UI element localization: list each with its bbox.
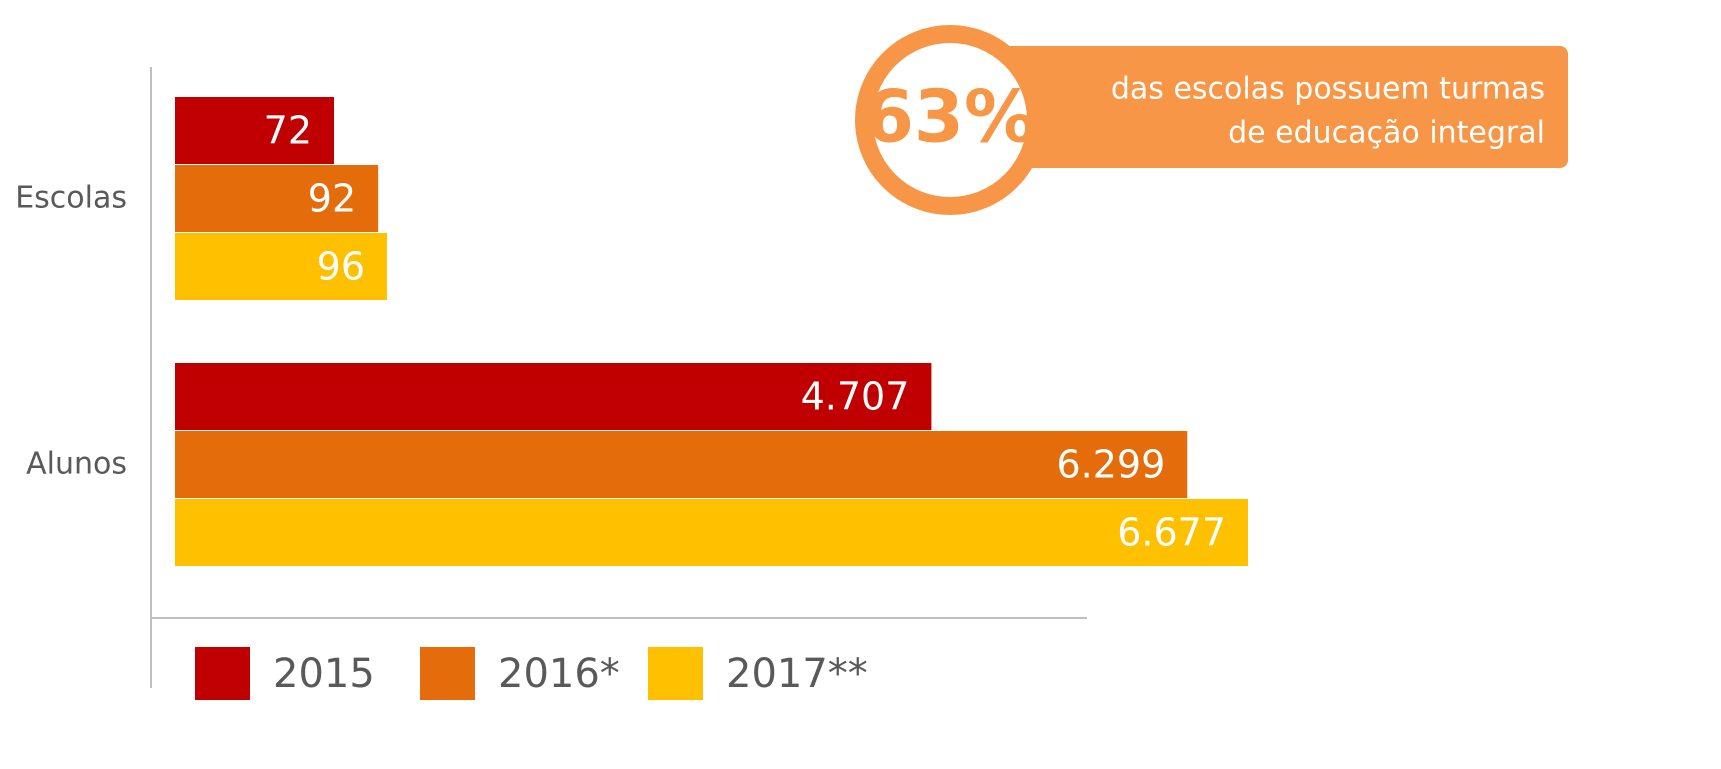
legend-label: 2015 [273, 651, 375, 697]
legend-label: 2016* [498, 651, 620, 697]
bar [175, 363, 932, 430]
value-label: 72 [264, 109, 312, 153]
category-label: Escolas [15, 181, 127, 216]
callout-text: de educação integral [1228, 116, 1545, 151]
legend-swatch [195, 647, 250, 700]
value-label: 4.707 [801, 375, 910, 419]
callout-value: 63% [864, 75, 1036, 159]
value-label: 6.299 [1056, 443, 1165, 487]
bar [175, 97, 334, 164]
legend-swatch [648, 647, 703, 700]
value-label: 6.677 [1117, 511, 1226, 555]
callout: 63% das escolas possuem turmas de educaç… [855, 25, 1568, 215]
value-label: 92 [308, 177, 356, 221]
bar [175, 431, 1188, 498]
callout-box [990, 46, 1568, 168]
bar [175, 165, 379, 232]
legend-swatch [420, 647, 475, 700]
category-label: Alunos [26, 447, 127, 482]
callout-ring [855, 25, 1045, 215]
bar [175, 499, 1248, 566]
callout-text: das escolas possuem turmas [1111, 72, 1545, 107]
legend-label: 2017** [726, 651, 868, 697]
value-label: 96 [317, 245, 365, 289]
bar [175, 233, 387, 300]
